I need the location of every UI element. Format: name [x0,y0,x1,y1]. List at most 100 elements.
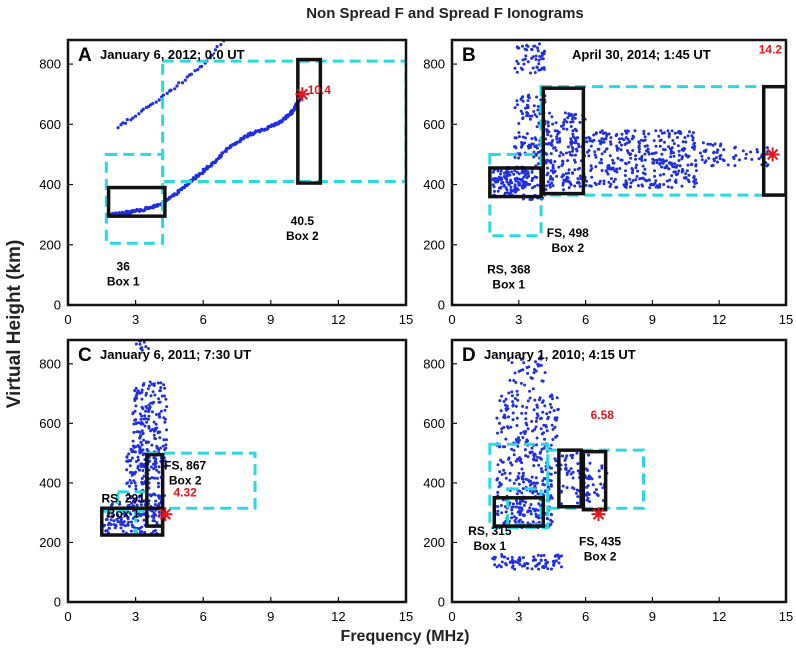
data-point [539,559,543,562]
data-point [513,567,517,571]
data-point [668,147,672,151]
data-point [505,172,509,176]
data-point [536,405,539,409]
data-point [565,120,569,124]
data-point [574,153,577,157]
data-point [570,171,574,175]
data-point [151,390,155,394]
data-point [711,143,715,147]
data-point [169,88,173,92]
data-point [134,342,138,346]
data-point [154,461,158,465]
data-point [128,484,131,488]
data-point [589,164,593,168]
data-point [519,368,523,372]
data-point [500,511,504,515]
data-point [132,472,136,476]
data-point [105,518,109,521]
data-point [618,140,622,144]
data-point [716,160,719,164]
data-point [523,448,527,452]
data-point [657,134,661,138]
data-point [537,398,541,402]
data-point [145,420,149,424]
data-point [555,137,559,141]
box-annotation-label: Box 2 [584,549,617,563]
data-point [152,462,155,466]
data-point [575,451,579,455]
data-point [147,426,151,430]
data-point [741,149,745,153]
data-point [530,47,534,51]
data-point [709,142,712,146]
data-point [525,561,529,565]
data-point [510,463,514,467]
data-point [606,172,610,176]
data-point [642,139,646,143]
data-point [551,165,555,169]
data-point [542,423,546,427]
data-point [134,394,138,398]
data-point [658,144,662,148]
data-point [518,512,522,516]
data-point [519,499,522,502]
data-point [534,360,537,364]
data-point [663,148,667,152]
data-point [609,182,613,186]
data-point [598,130,602,134]
x-tick-label: 15 [779,609,793,624]
data-point [134,487,138,491]
data-point [511,400,515,404]
data-point [548,402,552,406]
frequency-marker-icon [591,507,606,522]
data-point [658,162,662,166]
data-point [508,478,512,482]
data-point [600,137,604,141]
data-point [629,181,633,185]
data-point [607,180,611,184]
data-point [137,512,141,516]
data-point [682,176,686,180]
data-point [156,494,160,498]
data-point [533,145,537,149]
data-point [561,183,565,187]
data-point [692,176,696,180]
data-point [690,162,694,166]
data-point [555,135,559,139]
data-point [142,383,146,387]
data-point [147,384,151,388]
x-tick-label: 6 [582,609,589,624]
data-point [535,146,539,150]
data-point [210,53,214,57]
solid-region-box [488,166,543,199]
data-point [504,437,508,441]
data-point [152,456,156,460]
data-point [625,183,629,186]
data-point [597,147,601,151]
data-point [125,118,129,122]
data-point [537,162,540,166]
data-point [148,380,152,384]
data-point [158,389,162,393]
data-point [673,180,677,183]
box-annotation-label: 40.5 [291,214,315,228]
data-point [127,459,131,462]
data-point [526,95,530,99]
data-point [602,140,606,144]
data-point [498,481,502,485]
data-point [543,371,547,375]
data-point [565,454,569,458]
data-point [503,413,507,417]
data-point [532,453,536,457]
data-point [140,390,144,394]
data-point [637,150,641,154]
data-point [155,444,159,448]
data-point [546,133,550,137]
data-point [141,469,145,472]
data-point [561,159,565,163]
data-point [142,518,146,522]
data-point [564,463,568,467]
data-point [662,183,666,186]
data-point [138,494,142,498]
data-point [534,476,538,480]
